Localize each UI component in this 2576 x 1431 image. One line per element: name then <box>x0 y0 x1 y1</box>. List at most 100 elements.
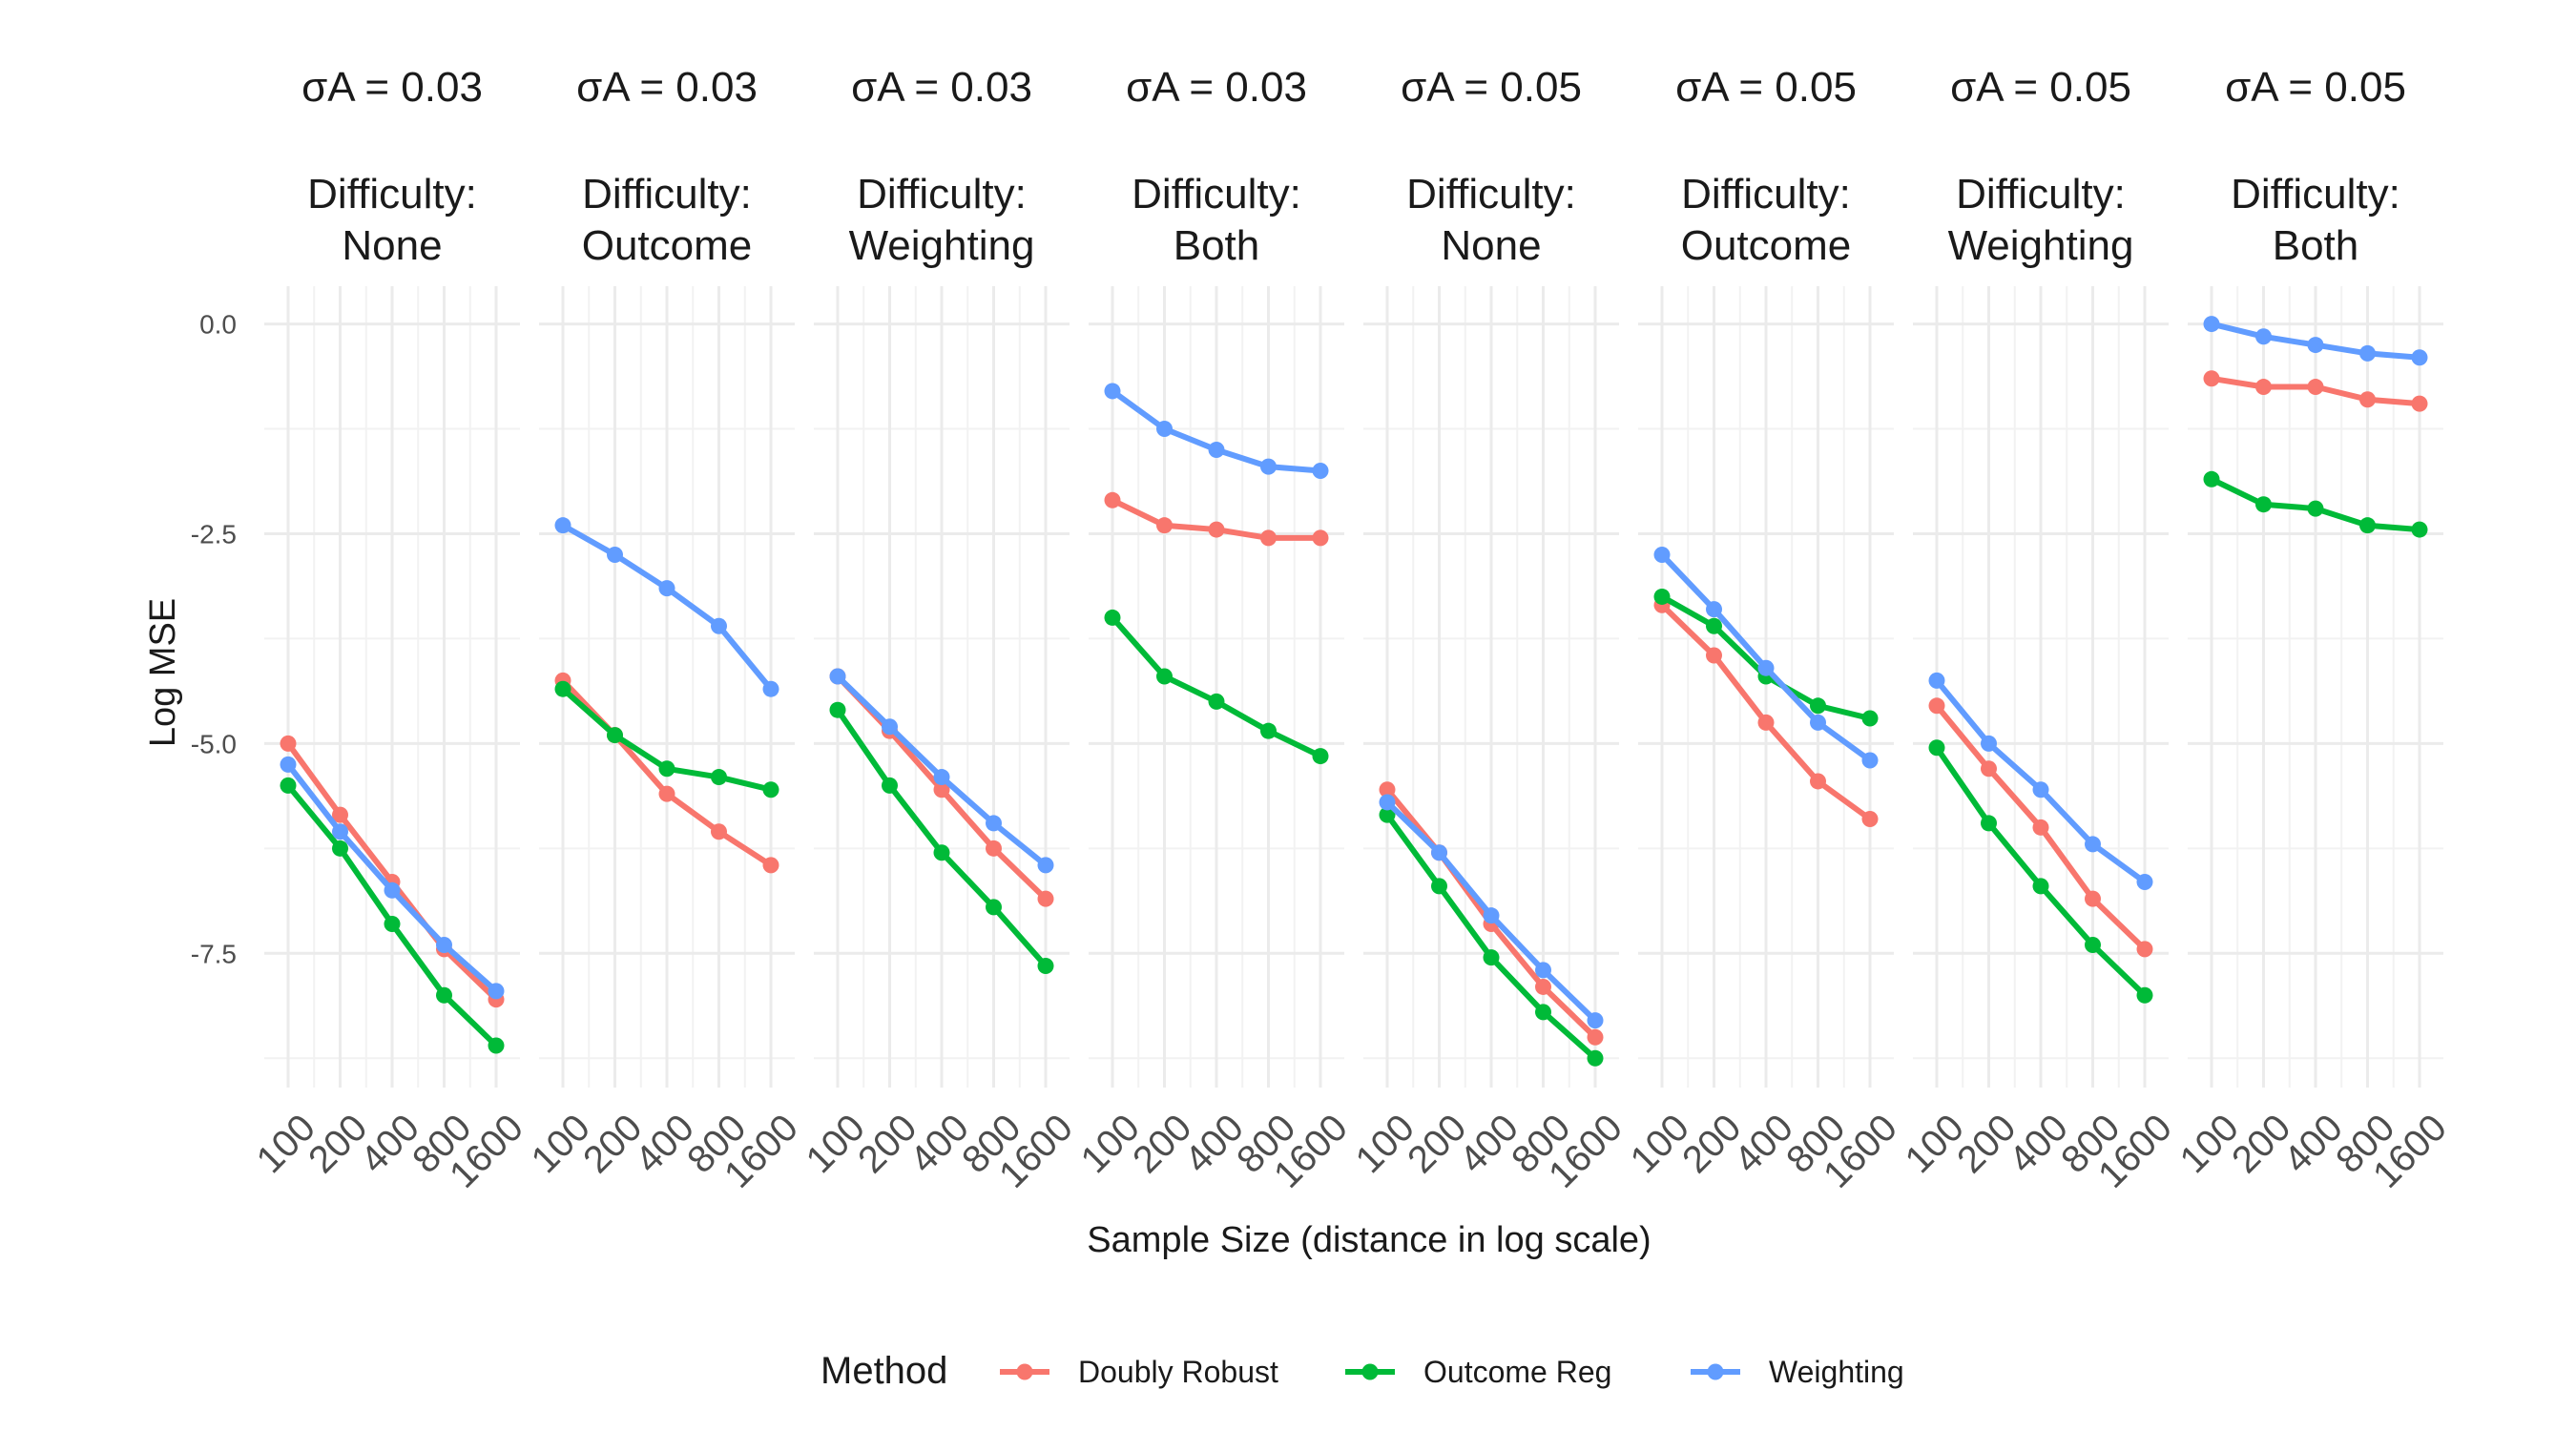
data-point-outcome-reg <box>1104 609 1121 626</box>
data-point-outcome-reg <box>829 701 846 718</box>
data-point-outcome-reg <box>1587 1049 1604 1067</box>
data-point-weighting <box>1156 421 1173 438</box>
y-tick-label: -2.5 <box>191 519 237 549</box>
data-point-outcome-reg <box>1706 617 1722 634</box>
data-point-outcome-reg <box>554 680 571 697</box>
facet-difficulty-label: Difficulty: <box>1406 171 1576 218</box>
data-point-outcome-reg <box>2411 521 2428 538</box>
data-point-doubly-robust <box>1706 647 1722 664</box>
data-point-outcome-reg <box>1981 815 1997 832</box>
facet-panel: σA = 0.03Difficulty:Weighting10020040080… <box>799 64 1081 1196</box>
facet-sigma-label: σA = 0.03 <box>1126 64 1307 111</box>
data-point-doubly-robust <box>1587 1028 1604 1046</box>
y-axis-title: Log MSE <box>143 598 183 747</box>
data-point-doubly-robust <box>2032 819 2049 836</box>
facet-panel: σA = 0.05Difficulty:Weighting10020040080… <box>1898 64 2180 1196</box>
y-axis: 0.0 -2.5 -5.0 -7.5 <box>191 310 237 969</box>
data-point-weighting <box>2359 344 2376 362</box>
data-point-doubly-robust <box>711 823 727 840</box>
facet-difficulty-label: Difficulty: <box>307 171 477 218</box>
panels: σA = 0.03Difficulty:None1002004008001600… <box>249 64 2455 1196</box>
data-point-weighting <box>1981 735 1997 752</box>
data-point-outcome-reg <box>1861 710 1879 727</box>
data-point-weighting <box>2136 874 2153 891</box>
data-point-doubly-robust <box>1928 697 1945 715</box>
data-point-doubly-robust <box>2359 391 2376 408</box>
facet-difficulty-value: Weighting <box>849 222 1035 269</box>
data-point-weighting <box>1208 442 1225 459</box>
data-point-doubly-robust <box>2411 395 2428 412</box>
data-point-outcome-reg <box>658 760 675 778</box>
facet-difficulty-value: None <box>1441 222 1541 269</box>
data-point-doubly-robust <box>2307 379 2324 396</box>
data-point-weighting <box>658 580 675 597</box>
data-point-weighting <box>1861 752 1879 769</box>
facet-difficulty-label: Difficulty: <box>2231 171 2400 218</box>
data-point-outcome-reg <box>384 915 401 932</box>
data-point-doubly-robust <box>332 806 348 823</box>
data-point-outcome-reg <box>2085 936 2101 953</box>
data-point-doubly-robust <box>280 735 297 752</box>
data-point-outcome-reg <box>436 986 452 1004</box>
legend-label: Outcome Reg <box>1423 1355 1611 1389</box>
data-point-outcome-reg <box>882 777 898 794</box>
legend-swatch-point <box>1361 1363 1379 1380</box>
data-point-weighting <box>1037 857 1054 874</box>
data-point-weighting <box>986 815 1002 832</box>
data-point-outcome-reg <box>1037 957 1054 974</box>
facet-sigma-label: σA = 0.05 <box>1675 64 1857 111</box>
data-point-outcome-reg <box>2255 496 2272 513</box>
data-point-weighting <box>2411 349 2428 366</box>
data-point-outcome-reg <box>280 777 297 794</box>
legend-key-weighting: Weighting <box>1691 1355 1904 1389</box>
data-point-weighting <box>711 617 727 634</box>
legend-swatch-point <box>1707 1363 1724 1380</box>
data-point-doubly-robust <box>1757 714 1775 731</box>
data-point-weighting <box>1312 463 1329 480</box>
data-point-weighting <box>1379 794 1396 811</box>
facet-difficulty-label: Difficulty: <box>1681 171 1851 218</box>
data-point-doubly-robust <box>1260 529 1277 547</box>
data-point-weighting <box>1587 1012 1604 1029</box>
data-point-weighting <box>436 936 452 953</box>
data-point-outcome-reg <box>2203 470 2220 487</box>
data-point-doubly-robust <box>1535 978 1551 995</box>
facet-difficulty-value: None <box>342 222 442 269</box>
legend-key-doubly-robust: Doubly Robust <box>1000 1355 1278 1389</box>
data-point-weighting <box>1483 907 1500 924</box>
legend-key-outcome-reg: Outcome Reg <box>1345 1355 1611 1389</box>
facet-sigma-label: σA = 0.05 <box>1950 64 2131 111</box>
facet-sigma-label: σA = 0.05 <box>2225 64 2406 111</box>
data-point-doubly-robust <box>658 785 675 802</box>
facet-difficulty-value: Both <box>2273 222 2359 269</box>
data-point-doubly-robust <box>1156 517 1173 534</box>
facet-panel: σA = 0.05Difficulty:Outcome1002004008001… <box>1623 64 1905 1196</box>
data-point-outcome-reg <box>1431 878 1447 895</box>
data-point-doubly-robust <box>1104 491 1121 508</box>
y-tick-label: -5.0 <box>191 729 237 758</box>
facet-sigma-label: σA = 0.05 <box>1401 64 1582 111</box>
data-point-outcome-reg <box>1653 588 1671 605</box>
data-point-doubly-robust <box>1861 811 1879 828</box>
data-point-weighting <box>882 718 898 736</box>
data-point-weighting <box>2255 328 2272 345</box>
data-point-weighting <box>933 769 950 786</box>
data-point-weighting <box>384 881 401 899</box>
data-point-weighting <box>1928 672 1945 689</box>
facet-difficulty-label: Difficulty: <box>857 171 1027 218</box>
data-point-outcome-reg <box>933 844 950 861</box>
data-point-outcome-reg <box>2136 986 2153 1004</box>
data-point-doubly-robust <box>933 781 950 798</box>
data-point-outcome-reg <box>1535 1004 1551 1021</box>
data-point-weighting <box>1535 962 1551 979</box>
facet-difficulty-value: Weighting <box>1948 222 2134 269</box>
legend-label: Weighting <box>1769 1355 1904 1389</box>
data-point-weighting <box>2307 337 2324 354</box>
facet-difficulty-value: Outcome <box>1681 222 1852 269</box>
data-point-outcome-reg <box>1928 739 1945 757</box>
